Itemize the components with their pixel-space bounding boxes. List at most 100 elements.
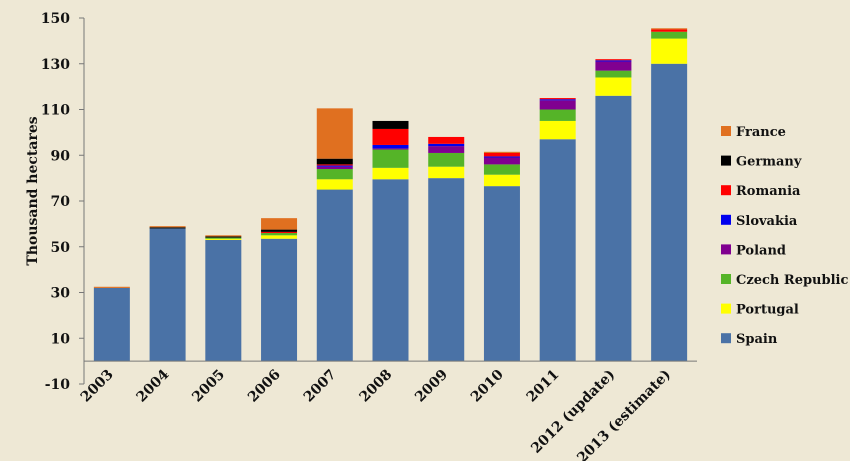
bar-segment-portugal-2013-estimate	[651, 38, 688, 64]
bar-segment-slovakia-2012-update	[595, 60, 632, 62]
bar-segment-spain-2010	[483, 186, 520, 362]
bar-segment-germany-2008	[372, 120, 409, 129]
bar-segment-czech-republic-2013-estimate	[651, 31, 688, 39]
bar-segment-france-2005	[205, 235, 242, 237]
legend: France Germany Romania Slovakia Poland Czech …	[721, 125, 848, 347]
bar-segment-romania-2007	[316, 164, 353, 166]
bar-segment-france-2007	[316, 108, 353, 159]
bar-segment-romania-2012-update	[595, 59, 632, 61]
x-tick-label: 2007	[301, 367, 340, 406]
x-tick-label: 2005	[189, 367, 228, 406]
bar-segment-slovakia-2007	[316, 165, 353, 167]
bar-segment-spain-2013-estimate	[651, 63, 688, 362]
bar-segment-germany-2007	[316, 158, 353, 165]
bar-segment-romania-2011	[539, 98, 576, 100]
bar-segment-germany-2006	[261, 229, 298, 232]
legend-label-czech-republic: Czech Republic	[736, 273, 848, 288]
bar-segment-czech-republic-2005	[205, 237, 242, 239]
legend-label-spain: Spain	[736, 332, 778, 347]
bar-segment-germany-2005	[205, 236, 242, 238]
bar-segment-slovakia-2010	[483, 156, 520, 158]
bar-segment-czech-republic-2011	[539, 109, 576, 121]
x-tick-label: 2010	[468, 366, 507, 405]
x-tick-label: 2004	[134, 366, 173, 405]
y-tick-label: 30	[51, 286, 71, 302]
legend-label-france: France	[736, 125, 786, 140]
y-axis-ticks: -10 10 30 50 70 90 110 130 150	[41, 11, 84, 393]
bar-segment-spain-2007	[316, 189, 353, 362]
bar-segment-poland-2012-update	[595, 61, 632, 71]
bar-segment-portugal-2010	[483, 174, 520, 187]
bar-segment-romania-2008	[372, 128, 409, 145]
bar-segment-poland-2008	[372, 148, 409, 150]
y-tick-label: 150	[41, 11, 70, 27]
bar-segment-romania-2013-estimate	[651, 29, 688, 32]
x-tick-label: 2011	[524, 367, 563, 406]
bar-segment-slovakia-2009	[428, 143, 465, 147]
bars-layer	[93, 28, 688, 362]
bar-segment-france-2004	[149, 226, 186, 228]
bar-segment-romania-2006	[261, 231, 298, 234]
bar-segment-spain-2005	[205, 239, 242, 362]
legend-swatch-poland	[721, 244, 731, 255]
legend-swatch-germany	[721, 155, 731, 166]
bar-segment-spain-2009	[428, 178, 465, 362]
bar-segment-czech-republic-2008	[372, 149, 409, 168]
bar-segment-poland-2010	[483, 157, 520, 165]
y-tick-label: -10	[45, 377, 71, 393]
bar-segment-czech-republic-2006	[261, 233, 298, 236]
legend-swatch-czech-republic	[721, 274, 731, 284]
bar-segment-spain-2011	[539, 139, 576, 362]
legend-label-portugal: Portugal	[736, 303, 799, 318]
y-tick-label: 130	[41, 57, 70, 73]
y-tick-label: 10	[51, 331, 71, 347]
y-tick-label: 50	[51, 240, 71, 256]
bar-segment-portugal-2011	[539, 120, 576, 140]
x-axis-ticks: 2003 2004 2005 2006 2007 2008 2009 2010 20112012…	[78, 366, 674, 461]
bar-segment-poland-2007	[316, 166, 353, 169]
bar-segment-czech-republic-2012-update	[595, 70, 632, 78]
legend-label-poland: Poland	[736, 243, 786, 258]
bar-segment-poland-2011	[539, 100, 576, 110]
x-tick-label: 2013 (estimate)	[574, 367, 674, 461]
bar-segment-slovakia-2008	[372, 144, 409, 149]
legend-swatch-france	[721, 126, 731, 136]
bar-segment-portugal-2009	[428, 166, 465, 179]
y-tick-label: 110	[41, 103, 70, 119]
bar-segment-czech-republic-2009	[428, 152, 465, 167]
bar-segment-spain-2008	[372, 179, 409, 362]
bar-segment-romania-2009	[428, 136, 465, 144]
y-tick-label: 70	[51, 194, 71, 210]
bar-segment-spain-2006	[261, 238, 298, 362]
bar-segment-spain-2012-update	[595, 95, 632, 362]
bar-segment-spain-2003	[93, 287, 130, 362]
bar-segment-portugal-2008	[372, 167, 409, 180]
bar-segment-poland-2009	[428, 146, 465, 153]
x-tick-label: 2009	[412, 367, 451, 406]
y-tick-label: 90	[51, 148, 71, 164]
x-tick-label: 2008	[356, 367, 395, 406]
bar-segment-czech-republic-2010	[483, 164, 520, 175]
legend-label-slovakia: Slovakia	[736, 214, 798, 229]
bar-segment-germany-2004	[149, 227, 186, 229]
y-axis-label: Thousand hectares	[25, 116, 41, 265]
bar-segment-romania-2010	[483, 152, 520, 157]
legend-swatch-spain	[721, 333, 731, 344]
x-tick-label: 2006	[245, 367, 284, 406]
bar-segment-portugal-2012-update	[595, 77, 632, 96]
bar-segment-france-2003	[93, 286, 130, 288]
bar-segment-portugal-2005	[205, 238, 242, 240]
bar-segment-czech-republic-2007	[316, 168, 353, 180]
bar-segment-spain-2004	[149, 228, 186, 362]
bar-segment-france-2013-estimate	[651, 28, 688, 30]
bar-segment-portugal-2007	[316, 179, 353, 190]
legend-label-germany: Germany	[736, 155, 802, 170]
bar-segment-portugal-2006	[261, 235, 298, 239]
bar-segment-france-2006	[261, 218, 298, 230]
legend-label-romania: Romania	[736, 184, 801, 199]
legend-swatch-slovakia	[721, 214, 731, 225]
legend-swatch-romania	[721, 185, 731, 196]
legend-swatch-portugal	[721, 303, 731, 314]
bar-segment-france-2010	[483, 151, 520, 153]
